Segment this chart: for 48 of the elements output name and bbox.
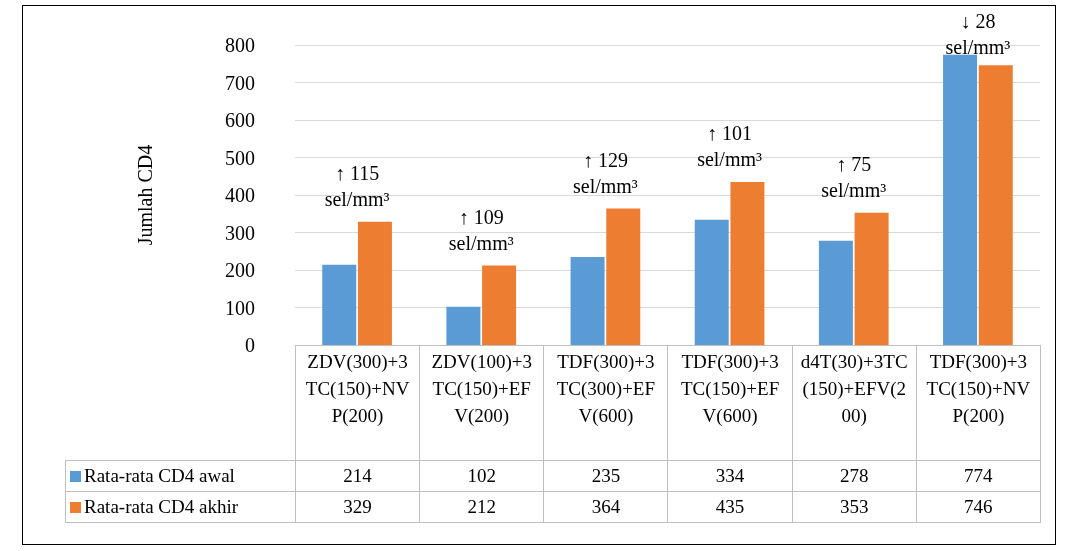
y-tick-label: 0 — [245, 334, 255, 356]
bar — [694, 219, 729, 345]
y-tick-label: 100 — [225, 296, 255, 319]
y-tick-label: 400 — [225, 184, 255, 206]
y-axis-title: Jumlah CD4 — [134, 144, 156, 246]
data-label: 235 — [543, 460, 668, 492]
bar — [943, 54, 978, 345]
data-label: 334 — [667, 460, 793, 492]
x-tick-label: TDF(300)+3TC(150)+NVP(200) — [916, 345, 1041, 461]
data-label: 435 — [667, 491, 793, 523]
annotation: ↑ 129 sel/mm³ — [572, 148, 638, 197]
x-tick-label: d4T(30)+3TC(150)+EFV(200) — [792, 345, 917, 461]
bar — [978, 65, 1013, 345]
data-label: 102 — [419, 460, 544, 492]
y-tick-label: 700 — [225, 71, 255, 94]
x-tick-label: TDF(300)+3TC(150)+EFV(600) — [667, 345, 793, 461]
bar — [322, 264, 357, 345]
legend-label: Rata-rata CD4 awal — [65, 460, 296, 492]
bar — [606, 208, 641, 345]
data-label: 278 — [792, 460, 917, 492]
x-tick-label: TDF(300)+3TC(300)+EFV(600) — [543, 345, 668, 461]
bar — [482, 265, 517, 345]
annotation: ↑ 109 sel/mm³ — [448, 205, 514, 254]
data-label: 353 — [792, 491, 917, 523]
annotation: ↓ 28 sel/mm³ — [945, 10, 1011, 58]
bar — [730, 181, 765, 345]
bar — [446, 306, 481, 345]
y-tick-label: 800 — [225, 34, 255, 56]
bar — [818, 240, 853, 345]
data-label: 774 — [916, 460, 1041, 492]
bar — [570, 256, 605, 345]
annotation: ↑ 115 sel/mm³ — [324, 161, 390, 210]
x-tick-label: ZDV(300)+3TC(150)+NVP(200) — [295, 345, 420, 461]
data-label: 364 — [543, 491, 668, 523]
bar — [357, 221, 392, 345]
legend-label: Rata-rata CD4 akhir — [65, 491, 296, 523]
x-tick-label: ZDV(100)+3TC(150)+EFV(200) — [419, 345, 544, 461]
annotation: ↑ 101 sel/mm³ — [697, 121, 763, 170]
annotation: ↑ 75 sel/mm³ — [821, 152, 887, 201]
data-label: 746 — [916, 491, 1041, 523]
bar — [854, 212, 889, 345]
data-label: 212 — [419, 491, 544, 523]
y-tick-label: 200 — [225, 259, 255, 281]
y-tick-label: 600 — [225, 109, 255, 131]
data-label: 214 — [295, 460, 420, 492]
y-tick-label: 300 — [225, 221, 255, 244]
y-tick-label: 500 — [225, 146, 255, 169]
data-label: 329 — [295, 491, 420, 523]
